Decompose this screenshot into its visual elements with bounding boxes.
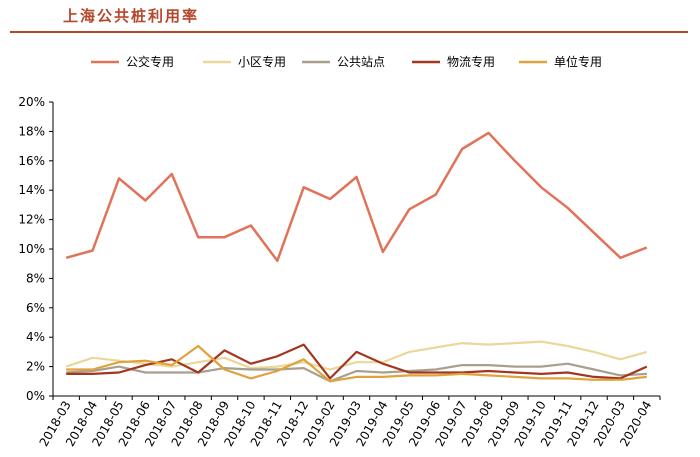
y-tick-label: 18% xyxy=(18,124,45,138)
series-line-1 xyxy=(65,340,648,371)
series-line-0 xyxy=(65,131,648,263)
title-rule xyxy=(10,31,688,33)
y-tick-label: 8% xyxy=(26,271,45,285)
y-tick-label: 2% xyxy=(26,360,45,374)
legend-label: 公交专用 xyxy=(126,54,174,69)
y-tick-label: 0% xyxy=(26,389,45,403)
y-tick-label: 14% xyxy=(18,183,45,197)
y-tick-label: 20% xyxy=(18,95,45,109)
y-tick-label: 12% xyxy=(18,213,45,227)
chart-title: 上海公共桩利用率 xyxy=(63,7,200,25)
y-tick-label: 16% xyxy=(18,154,45,168)
plot-area xyxy=(65,131,648,383)
series-line-4 xyxy=(66,344,647,383)
legend-label: 物流专用 xyxy=(447,54,495,69)
legend-label: 单位专用 xyxy=(554,54,602,69)
y-axis: 0% 2% 4% 6% 8% 10% 12% 14% 16% 18% 20% xyxy=(18,95,54,403)
series-line-3 xyxy=(66,343,648,380)
series-line-2 xyxy=(66,362,647,383)
legend: 公交专用 小区专用 公共站点 物流专用 单位专用 xyxy=(91,54,602,69)
legend-label: 小区专用 xyxy=(238,54,286,69)
legend-label: 公共站点 xyxy=(337,55,385,69)
x-axis: 2018-032018-042018-052018-062018-072018-… xyxy=(37,395,661,449)
y-tick-label: 6% xyxy=(26,301,45,315)
y-tick-label: 10% xyxy=(18,242,45,256)
y-tick-label: 4% xyxy=(26,330,45,344)
